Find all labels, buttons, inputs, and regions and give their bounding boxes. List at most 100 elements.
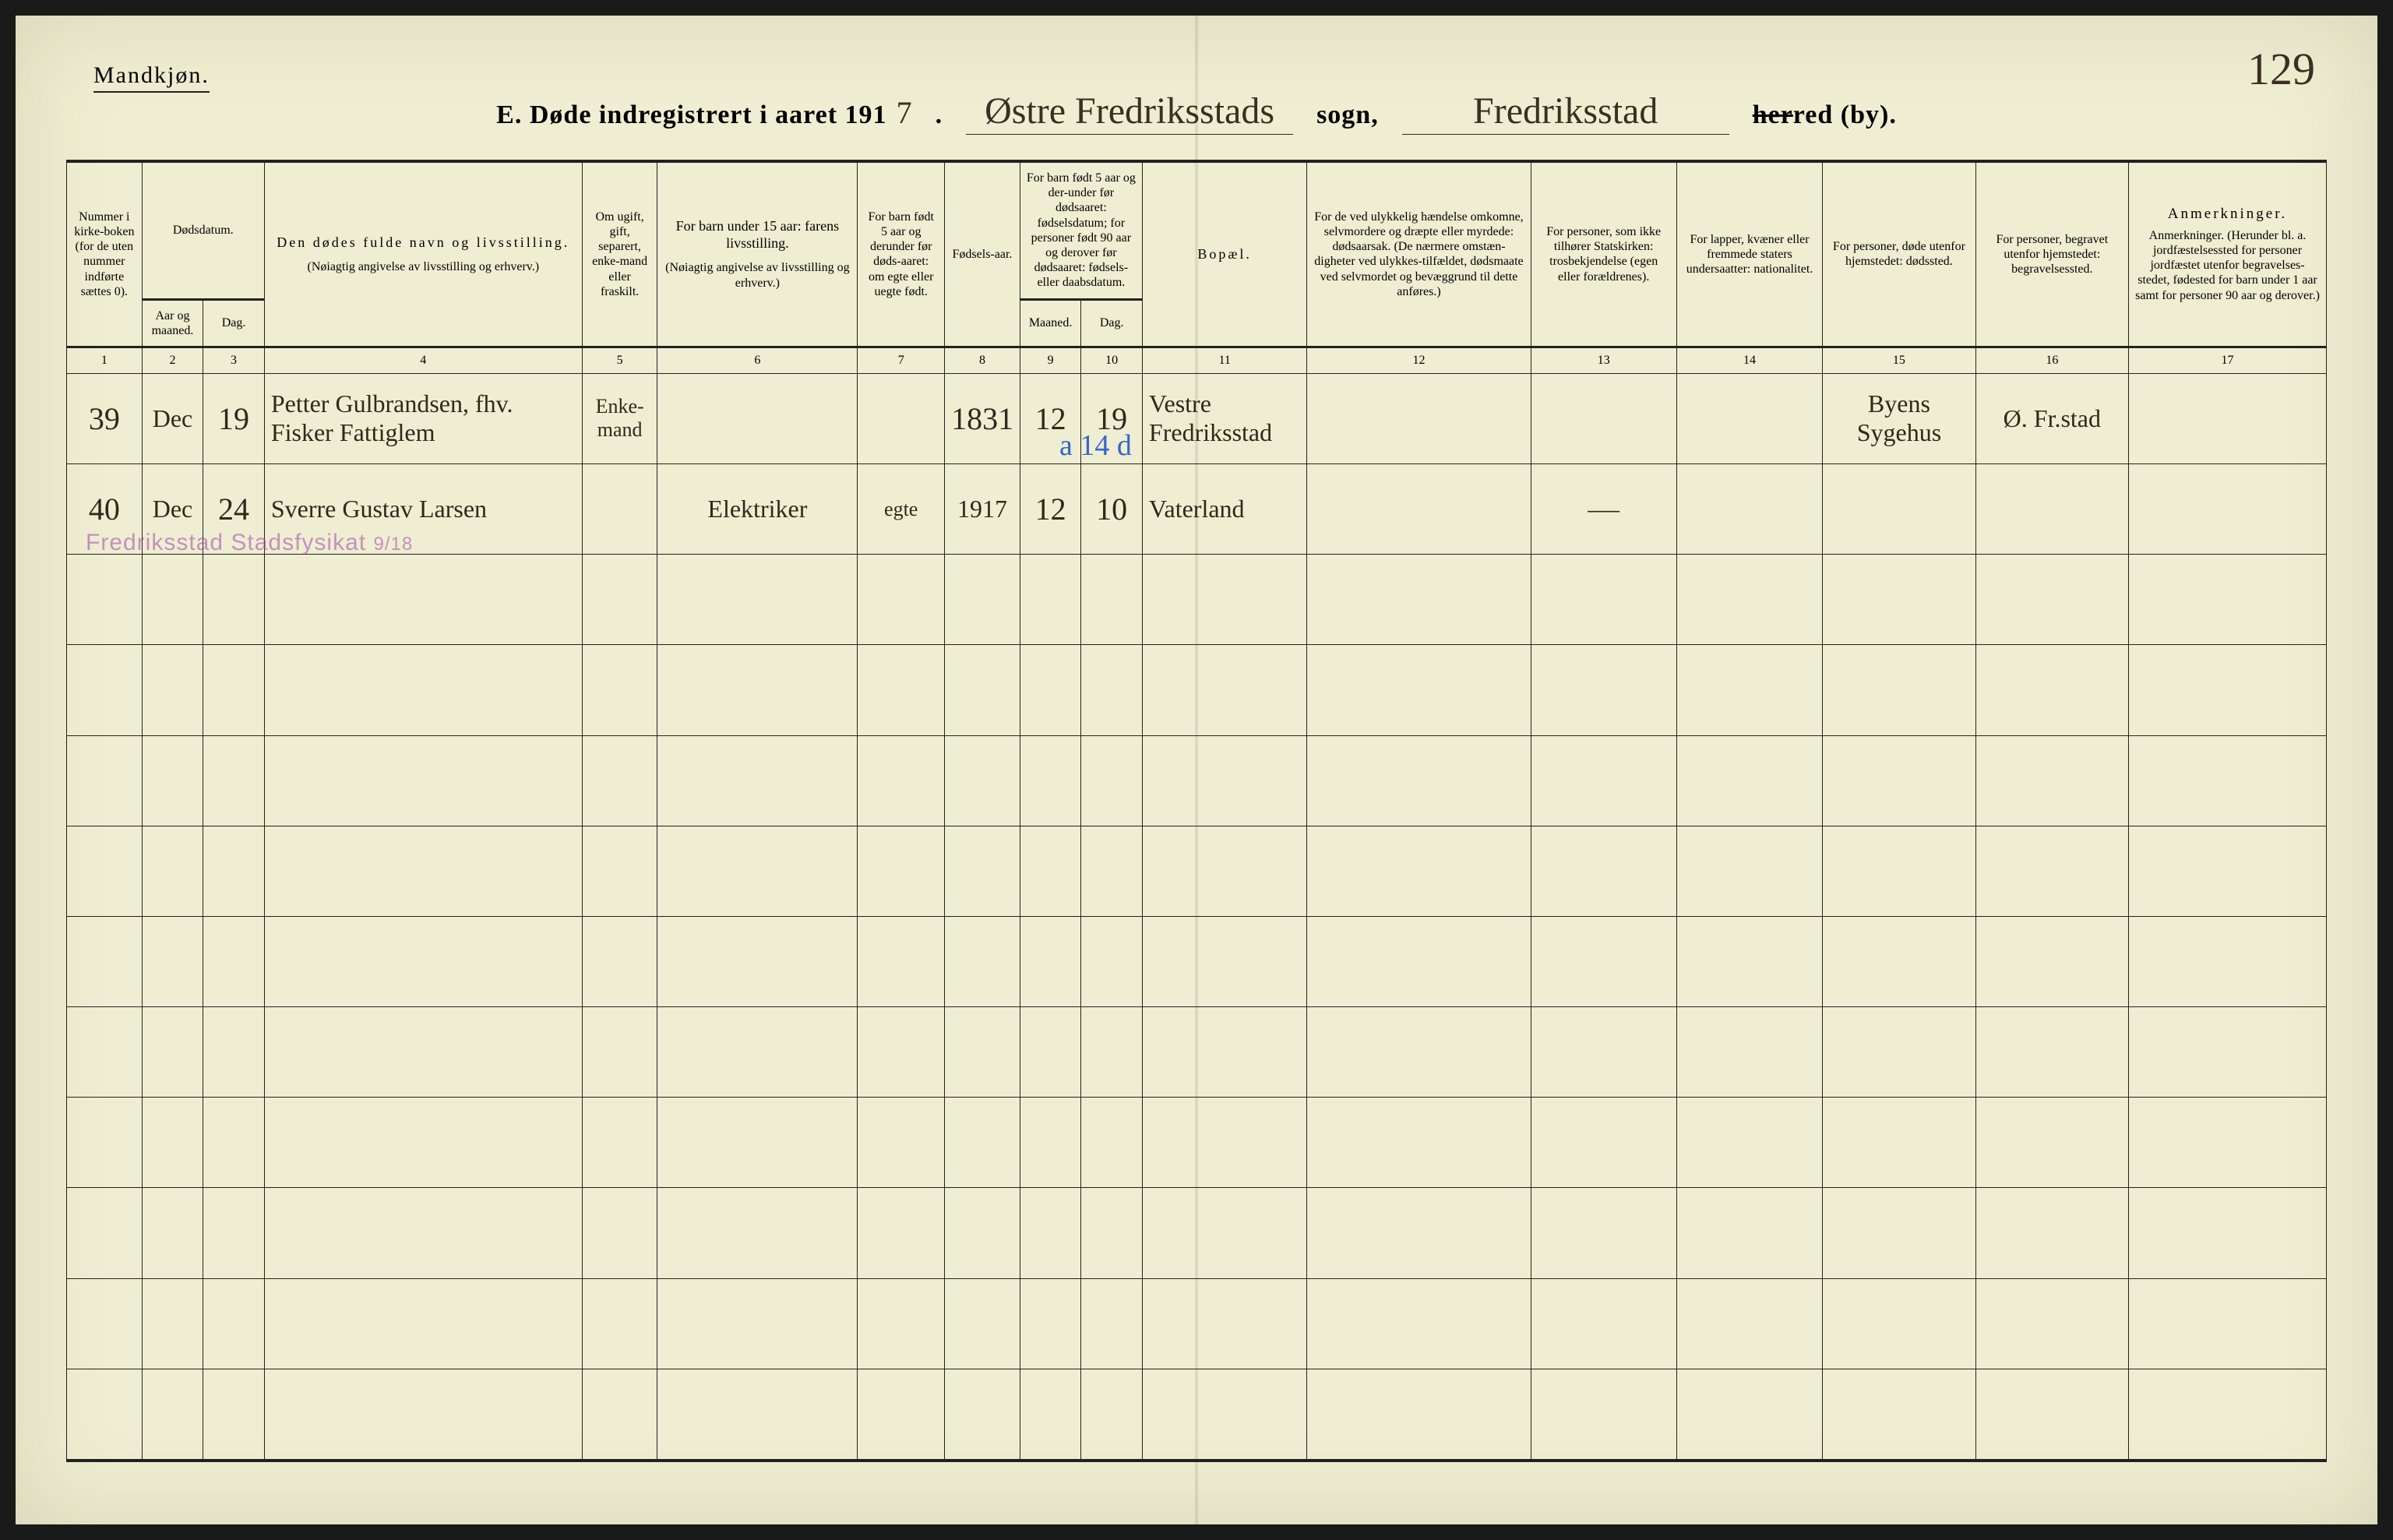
col-num: 16 [1975, 347, 2128, 373]
col-num: 6 [657, 347, 858, 373]
col-header: For barn født 5 aar og derunder før døds… [858, 163, 945, 347]
col-header: Om ugift, gift, separert, enke-mand elle… [582, 163, 657, 347]
table-row [67, 1007, 2327, 1098]
col-num: 10 [1081, 347, 1143, 373]
h17: Anmerkninger. (Herunder bl. a. jordfæste… [2135, 228, 2320, 303]
gender-label: Mandkjøn. [93, 62, 210, 93]
cell-c7: egte [858, 464, 945, 555]
table-row [67, 916, 2327, 1006]
title-year-digit: 7 [897, 94, 912, 131]
cell-bm: 12 [1020, 464, 1081, 555]
col-subheader: Dag. [203, 299, 265, 347]
col-header: For lapper, kvæner eller fremmede stater… [1676, 163, 1822, 347]
h6b: (Nøiagtig angivelse av livsstilling og e… [664, 260, 851, 291]
cell-c15: Byens Sygehus [1823, 373, 1975, 463]
registrar-stamp: Fredriksstad Stadsfysikat 9/18 [86, 530, 413, 556]
page-number: 129 [2247, 43, 2315, 95]
cell-civil: Enke-mand [582, 373, 657, 463]
col-num: 17 [2129, 347, 2327, 373]
herred-label: herred (by). [1753, 100, 1897, 130]
h4a: Den dødes fulde navn og livsstilling. [271, 234, 576, 252]
table-row [67, 1369, 2327, 1459]
col-header: Fødsels-aar. [945, 163, 1020, 347]
table-row [67, 826, 2327, 916]
col-num: 11 [1142, 347, 1307, 373]
cell-num: 39 [67, 373, 143, 463]
col-number-row: 1 2 3 4 5 6 7 8 9 10 11 12 13 14 15 16 1 [67, 347, 2327, 373]
col-header: Nummer i kirke-boken (for de uten nummer… [67, 163, 143, 347]
cell-c13 [1531, 373, 1676, 463]
cell-c6 [657, 373, 858, 463]
title-row: E. Døde indregistrert i aaret 191 7 . Øs… [16, 90, 2377, 144]
col-num: 8 [945, 347, 1020, 373]
col-num: 2 [142, 347, 203, 373]
table-row [67, 1278, 2327, 1369]
cell-c14 [1676, 464, 1822, 555]
title-dot: . [936, 100, 943, 130]
table-head: Nummer i kirke-boken (for de uten nummer… [67, 163, 2327, 373]
cell-c15 [1823, 464, 1975, 555]
cell-year: 1831 [945, 373, 1020, 463]
col-num: 7 [858, 347, 945, 373]
col-num: 14 [1676, 347, 1822, 373]
col-subheader: Maaned. [1020, 299, 1081, 347]
col-subheader: Dag. [1081, 299, 1143, 347]
herred-value: Fredriksstad [1402, 90, 1729, 135]
herred-rest: red (by). [1793, 100, 1897, 129]
col-header: For personer, døde utenfor hjemstedet: d… [1823, 163, 1975, 347]
ledger-table: Nummer i kirke-boken (for de uten nummer… [66, 163, 2327, 1460]
cell-month: Dec [142, 373, 203, 463]
table-row [67, 1188, 2327, 1278]
col-num: 1 [67, 347, 143, 373]
cell-bopael: Vaterland [1142, 464, 1307, 555]
col-num: 15 [1823, 347, 1975, 373]
col-header: For personer, begravet utenfor hjemstede… [1975, 163, 2128, 347]
cell-c16: Ø. Fr.stad [1975, 373, 2128, 463]
blue-annotation: a 14 d [1059, 428, 1132, 463]
h4b: (Nøiagtig angivelse av livsstilling og e… [271, 259, 576, 275]
cell-c14 [1676, 373, 1822, 463]
sogn-label: sogn, [1316, 100, 1379, 130]
col-header: For personer, som ikke tilhører Statskir… [1531, 163, 1676, 347]
cell-c13: ⸺ [1531, 464, 1676, 555]
table-frame: Nummer i kirke-boken (for de uten nummer… [66, 160, 2327, 1462]
col-header: For barn under 15 aar: farens livsstilli… [657, 163, 858, 347]
table-row [67, 555, 2327, 645]
col-header: Den dødes fulde navn og livsstilling. (N… [264, 163, 582, 347]
col-num: 12 [1307, 347, 1531, 373]
col-num: 5 [582, 347, 657, 373]
col-header: For barn født 5 aar og der-under før død… [1020, 163, 1142, 299]
h11: Bopæl. [1197, 246, 1252, 262]
ledger-page: Mandkjøn. 129 E. Døde indregistrert i aa… [16, 16, 2377, 1524]
cell-c17 [2129, 373, 2327, 463]
col-subheader: Aar og maaned. [142, 299, 203, 347]
h6a: For barn under 15 aar: farens livsstilli… [664, 217, 851, 252]
col-num: 3 [203, 347, 265, 373]
col-num: 9 [1020, 347, 1081, 373]
cell-bopael: Vestre Fredriksstad [1142, 373, 1307, 463]
cell-c6: Elektriker [657, 464, 858, 555]
table-row: 39 Dec 19 Petter Gulbrandsen, fhv. Fiske… [67, 373, 2327, 463]
sogn-value: Østre Fredriksstads [966, 90, 1293, 135]
col-header: Dødsdatum. [142, 163, 264, 299]
stamp-text: Fredriksstad Stadsfysikat [86, 530, 366, 555]
title-prefix: E. Døde indregistrert i aaret 191 [496, 100, 886, 130]
cell-bd: 10 [1081, 464, 1143, 555]
col-num: 4 [264, 347, 582, 373]
table-row [67, 1098, 2327, 1188]
cell-c17 [2129, 464, 2327, 555]
table-row [67, 735, 2327, 826]
col-header: Bopæl. [1142, 163, 1307, 347]
cell-c16 [1975, 464, 2128, 555]
col-header: For de ved ulykkelig hændelse omkomne, s… [1307, 163, 1531, 347]
cell-c7 [858, 373, 945, 463]
herred-struck: her [1753, 100, 1793, 129]
h17t: Anmerkninger. [2135, 206, 2320, 224]
col-header: Anmerkninger. Anmerkninger. (Herunder bl… [2129, 163, 2327, 347]
cell-c12 [1307, 373, 1531, 463]
col-num: 13 [1531, 347, 1676, 373]
cell-year: 1917 [945, 464, 1020, 555]
cell-c12 [1307, 464, 1531, 555]
cell-name: Petter Gulbrandsen, fhv. Fisker Fattigle… [264, 373, 582, 463]
stamp-date: 9/18 [373, 534, 413, 555]
